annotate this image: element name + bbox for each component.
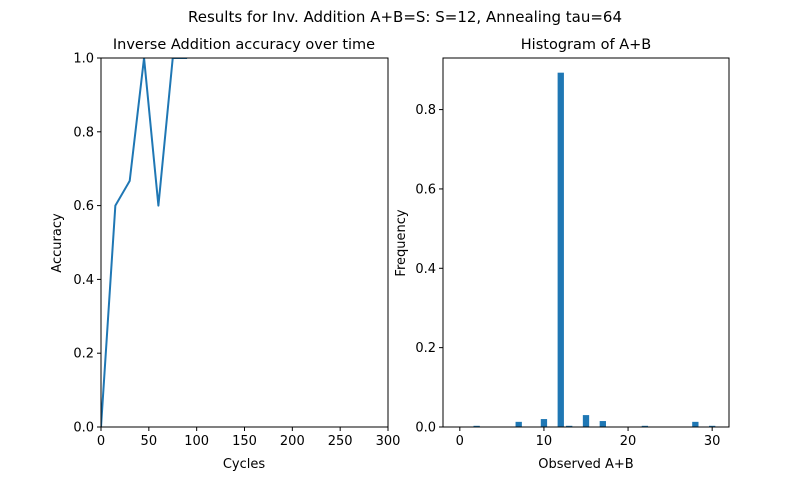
x-tick-label: 0: [97, 434, 105, 449]
histogram-bar: [599, 421, 606, 427]
y-tick-label: 0.8: [415, 103, 436, 118]
x-tick-label: 300: [376, 434, 401, 449]
accuracy-y-axis-label: Accuracy: [50, 213, 65, 273]
y-tick-label: 0.8: [73, 125, 94, 140]
figure-suptitle: Results for Inv. Addition A+B=S: S=12, A…: [188, 8, 622, 26]
x-tick-label: 50: [141, 434, 158, 449]
y-tick-label: 0.0: [73, 421, 94, 436]
series-group: [473, 72, 716, 427]
histogram-x-axis-label: Observed A+B: [538, 457, 633, 472]
x-tick-label: 250: [328, 434, 353, 449]
accuracy-chart-title: Inverse Addition accuracy over time: [113, 37, 375, 53]
y-tick-label: 0.4: [73, 273, 94, 288]
x-tick-label: 30: [704, 434, 721, 449]
histogram-bar: [692, 421, 699, 427]
histogram-bar: [641, 425, 649, 427]
histogram-y-axis-label: Frequency: [394, 209, 409, 276]
histogram-x-axis-ticks: 0 10 20 30: [456, 427, 721, 449]
x-tick-label: 0: [456, 434, 464, 449]
histogram-chart-title: Histogram of A+B: [521, 37, 651, 53]
x-tick-label: 100: [184, 434, 209, 449]
series-group: [101, 58, 188, 427]
histogram-y-axis-ticks: 0.0 0.2 0.4 0.6 0.8: [415, 103, 443, 436]
y-tick-label: 0.0: [415, 421, 436, 436]
histogram-chart: Histogram of A+B 0 10 20 30 0.0 0.2 0.4 0.6 0.8…: [394, 37, 730, 472]
y-tick-label: 0.2: [415, 341, 436, 356]
axes-frame: [442, 57, 730, 428]
x-tick-label: 150: [232, 434, 257, 449]
y-tick-label: 1.0: [73, 52, 94, 67]
y-tick-label: 0.2: [73, 347, 94, 362]
y-tick-label: 0.6: [415, 182, 436, 197]
histogram-bar: [515, 421, 522, 427]
x-tick-label: 200: [280, 434, 305, 449]
histogram-bar: [540, 419, 548, 427]
accuracy-y-axis-ticks: 0.0 0.2 0.4 0.6 0.8 1.0: [73, 52, 101, 436]
histogram-bar: [557, 72, 564, 427]
x-tick-label: 20: [620, 434, 637, 449]
accuracy-x-axis-ticks: 0 50 100 150 200 250 300: [97, 427, 401, 449]
y-tick-label: 0.4: [415, 262, 436, 277]
accuracy-x-axis-label: Cycles: [223, 457, 266, 472]
histogram-bar: [566, 425, 573, 427]
histogram-plot-area: [442, 57, 730, 428]
x-tick-label: 10: [536, 434, 553, 449]
histogram-bar: [582, 415, 590, 427]
y-tick-label: 0.6: [73, 199, 94, 214]
histogram-bar: [473, 425, 480, 427]
histogram-bar: [709, 425, 716, 427]
accuracy-series-line: [101, 58, 188, 427]
accuracy-chart: Inverse Addition accuracy over time 0 50 1…: [50, 37, 400, 472]
